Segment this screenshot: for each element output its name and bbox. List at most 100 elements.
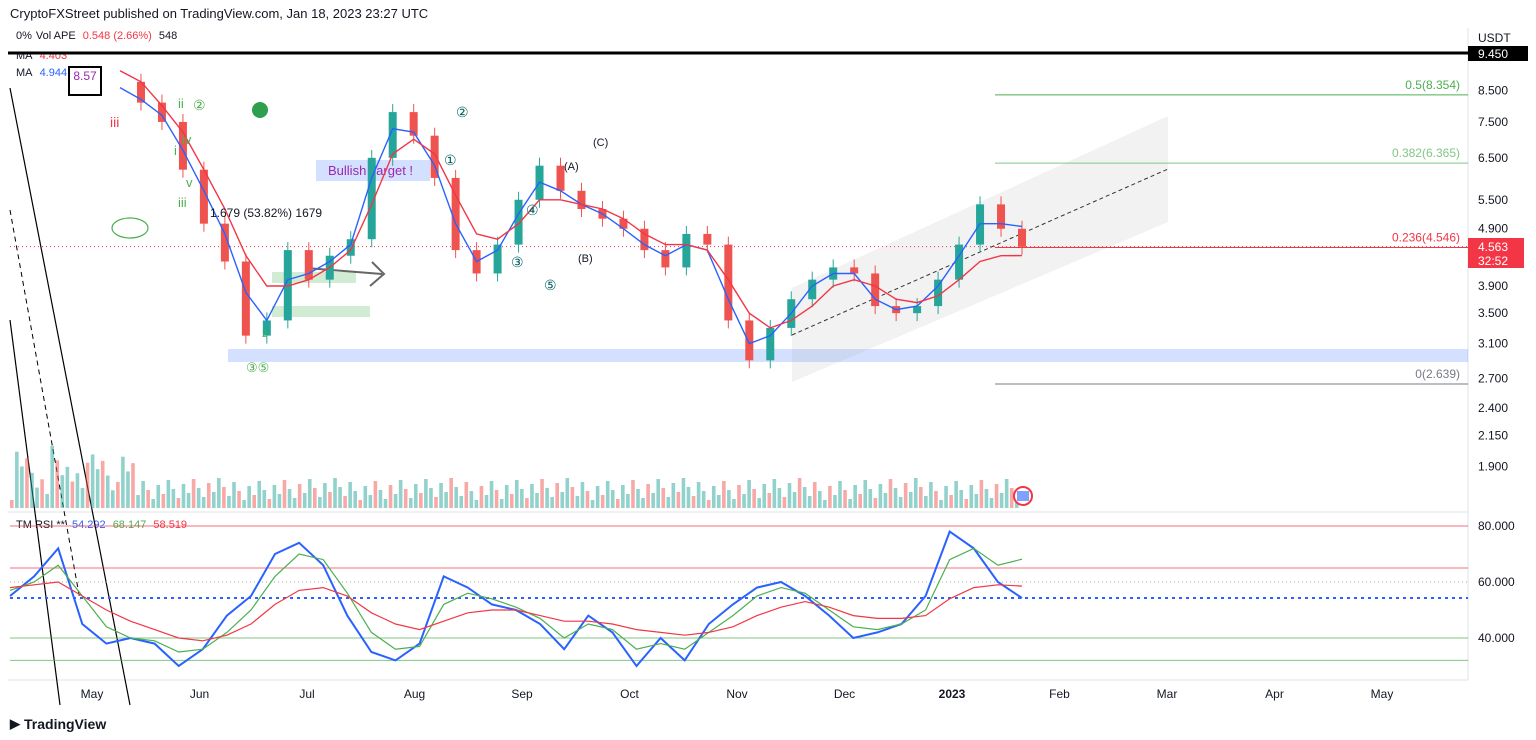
vol-label: Vol APE	[35, 30, 76, 42]
ma2-label: MA	[16, 67, 33, 79]
volume-bar	[408, 498, 413, 508]
volume-bar	[111, 490, 115, 508]
volume-bar	[484, 495, 489, 508]
volume-bar	[555, 483, 559, 508]
vol-value2: 548	[158, 30, 178, 42]
candle-body	[955, 244, 964, 280]
last-price-tag[interactable]	[1468, 238, 1524, 268]
price-tick-label: 3.100	[1478, 337, 1508, 351]
volume-bar	[833, 495, 837, 508]
volume-bar	[616, 499, 620, 508]
target-box-1[interactable]	[272, 272, 356, 283]
wave-iii-red: iii	[110, 114, 119, 130]
tradingview-logo[interactable]: ▶ TradingView	[10, 716, 106, 732]
volume-bar	[823, 500, 827, 508]
price-tick-label: 8.500	[1478, 84, 1508, 98]
month-tick-label: Jun	[190, 687, 209, 701]
candle-body	[703, 233, 712, 245]
rsi-value-1: 54.292	[71, 519, 106, 531]
volume-bar	[161, 494, 166, 508]
volume-bar	[893, 488, 898, 508]
volume-bar	[666, 497, 671, 508]
price-tick-label: 4.900	[1478, 222, 1508, 236]
candle-body	[913, 306, 922, 314]
projection-arrow[interactable]	[305, 267, 383, 275]
volume-bar	[464, 482, 469, 508]
support-zone[interactable]	[228, 349, 1468, 362]
month-tick-label: Oct	[620, 687, 639, 701]
candle-body	[367, 157, 376, 240]
volume-bar	[50, 445, 54, 508]
volume-bar	[100, 460, 105, 508]
downtrend-line-2[interactable]	[9, 319, 61, 706]
projection-arrowhead	[369, 261, 386, 287]
volume-bar	[439, 483, 443, 508]
resistance-tag	[1468, 46, 1528, 61]
volume-bar	[348, 482, 352, 508]
volume-bar	[454, 487, 458, 508]
candle-body	[451, 177, 460, 251]
volume-bar	[343, 496, 347, 508]
volume-bar	[328, 492, 332, 508]
price-series	[119, 70, 1026, 369]
wave-C: (C)	[593, 137, 608, 149]
tradingview-icon: ▶	[10, 716, 20, 731]
volume-bar	[706, 500, 711, 508]
volume-bar	[338, 487, 342, 508]
volume-bar	[252, 495, 256, 508]
volume-bar	[30, 472, 34, 508]
wave-2-teal: ②	[456, 104, 469, 120]
ma2-value: 4.944	[39, 67, 68, 79]
volume-bar	[787, 483, 792, 508]
candle-body	[220, 223, 229, 262]
volume-bar	[90, 454, 95, 508]
ma-line-ma-long	[119, 70, 1023, 329]
volume-bar	[717, 495, 721, 508]
volume-bar	[403, 489, 408, 508]
fib-level-label: 0(2.639)	[1415, 367, 1460, 381]
volume-bar	[323, 483, 327, 508]
price-tick-label: 2.150	[1478, 428, 1508, 442]
publisher-header: CryptoFXStreet published on TradingView.…	[10, 6, 429, 21]
target-box-2[interactable]	[272, 306, 370, 317]
volume-bar	[1009, 488, 1014, 508]
candle-body	[1018, 228, 1026, 247]
volume-bar	[908, 492, 913, 508]
candle-body	[388, 112, 397, 158]
price-chart[interactable]: Bullish Target ! 0.5(8.354)0.382(6.365)0…	[0, 0, 1536, 710]
volume-bar	[85, 462, 90, 508]
highlight-oval[interactable]	[111, 217, 149, 239]
signal-dot[interactable]	[252, 102, 268, 118]
volume-bar	[80, 488, 85, 508]
volume-bar	[959, 490, 963, 508]
candle-body	[346, 239, 355, 256]
downtrend-line-1[interactable]	[9, 87, 131, 706]
volume-bar	[873, 498, 878, 508]
month-tick-label: Nov	[726, 687, 747, 701]
volume-bar	[227, 496, 231, 508]
month-tick-label: Feb	[1049, 687, 1070, 701]
candle-body	[997, 204, 1006, 229]
volume-bar	[196, 488, 201, 508]
downtrend-line-dashed[interactable]	[9, 209, 81, 601]
wave-3-5-circle: ③⑤	[246, 360, 269, 375]
wave-ii: ii	[178, 96, 184, 111]
wave-3-teal: ③	[511, 254, 524, 270]
price-tick-label: 3.500	[1478, 306, 1508, 320]
measure-label: 1.679 (53.82%) 1679	[210, 206, 322, 220]
volume-bar	[944, 486, 948, 508]
candle-body	[871, 273, 880, 307]
volume-bar	[121, 456, 125, 508]
volume-bar	[141, 481, 145, 508]
volume-bar	[388, 485, 393, 508]
month-tick-label: May	[1371, 687, 1394, 701]
volume-bar	[919, 487, 923, 508]
volume-bar	[419, 493, 423, 508]
wave-count-box: 8.57	[68, 66, 102, 96]
volume-bar	[540, 479, 544, 508]
volume-bar	[247, 486, 251, 508]
volume-bar	[626, 494, 630, 508]
volume-bar	[520, 489, 524, 508]
volume-bar	[378, 490, 383, 508]
volume-bar	[590, 500, 595, 508]
